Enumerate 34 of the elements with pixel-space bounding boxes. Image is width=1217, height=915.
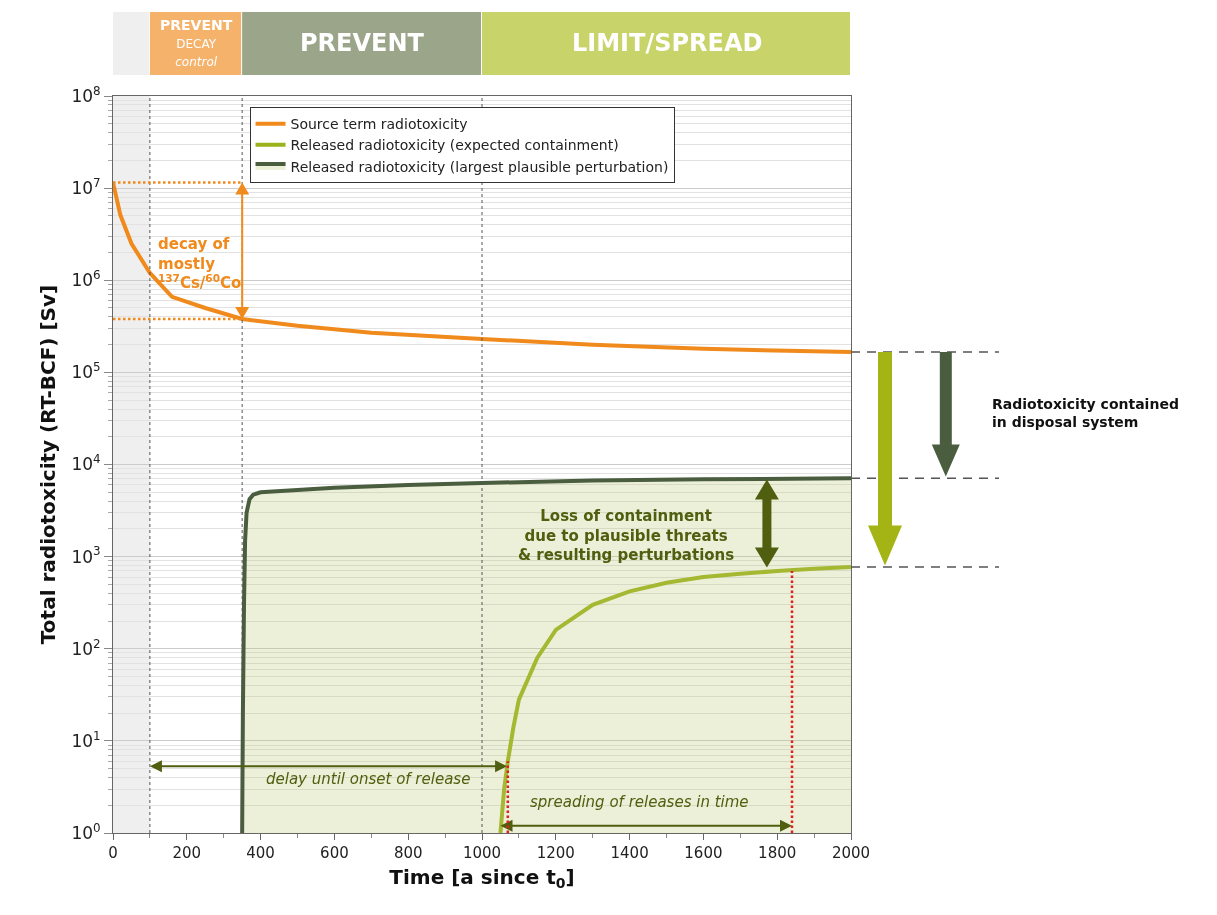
- annotation: delay until onset of release: [266, 770, 471, 788]
- x-tick-label: 600: [320, 844, 349, 862]
- y-tick-label: 10$^{4}$: [71, 452, 101, 475]
- annotation: decay of mostly $^{137}$Cs/$^{60}$Co: [158, 235, 242, 292]
- text: PREVENT DECAY control: [160, 17, 233, 70]
- x-tick-label: 400: [246, 844, 275, 862]
- annotation: spreading of releases in time: [530, 793, 749, 811]
- y-tick-label: 10$^{0}$: [71, 820, 101, 843]
- legend-label: Released radiotoxicity (expected containment): [290, 137, 619, 154]
- x-tick-label: 200: [172, 844, 202, 862]
- x-tick-label: 800: [393, 844, 423, 862]
- y-axis-title: Total radiotoxicity (RT-BCF) [Sv]: [35, 284, 60, 645]
- x-tick-label: 2000: [831, 844, 871, 862]
- line-series: [498, 565, 851, 833]
- y-tick-label: 10$^{8}$: [71, 83, 101, 106]
- y-tick-label: 10$^{7}$: [71, 175, 101, 199]
- y-tick-label: 10$^{3}$: [71, 544, 101, 567]
- x-tick-label: 1200: [536, 844, 575, 862]
- legend-label: Source term radiotoxicity: [290, 116, 468, 133]
- annotation: Loss of containment due to plausible threats & resulting perturbations: [518, 507, 735, 564]
- text: LIMIT/SPREAD: [572, 29, 763, 57]
- y-tick-label: 10$^{1}$: [71, 728, 101, 751]
- x-axis-title: Time [a since t$_{0}$]: [389, 864, 575, 891]
- y-tick-label: 10$^{6}$: [71, 268, 101, 291]
- text: PREVENT: [300, 29, 425, 57]
- legend-label: Released radiotoxicity (largest plausible perturbation): [290, 158, 669, 175]
- x-tick-label: 1800: [758, 844, 797, 862]
- x-tick-label: 1400: [610, 844, 649, 862]
- y-tick-label: 10$^{2}$: [71, 636, 101, 659]
- y-tick-label: 10$^{5}$: [71, 360, 101, 383]
- x-tick-label: 1600: [684, 844, 723, 862]
- text: Radiotoxicity contained in disposal system: [992, 396, 1179, 431]
- x-tick-label: 0: [108, 844, 118, 862]
- x-tick-label: 1000: [462, 844, 502, 862]
